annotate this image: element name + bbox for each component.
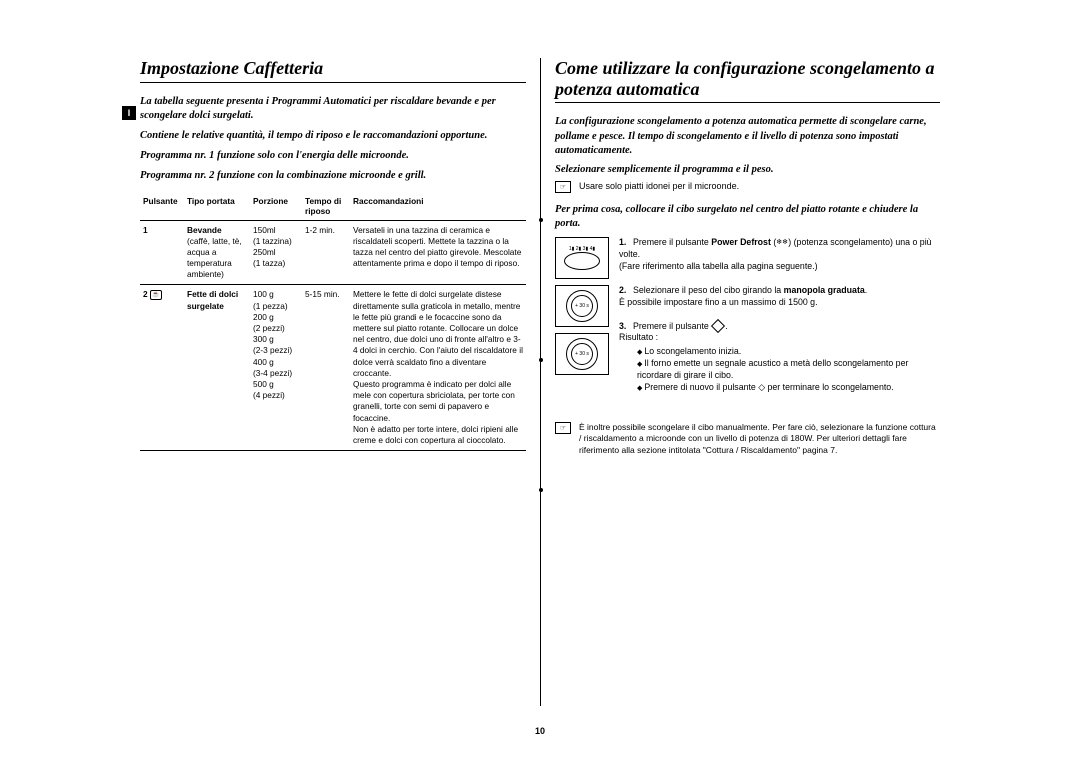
cell-porzione: 150ml(1 tazzina)250ml(1 tazza) [250, 220, 302, 285]
th-tempo: Tempo di riposo [302, 194, 350, 221]
program-table: Pulsante Tipo portata Porzione Tempo di … [140, 194, 526, 452]
left-intro-1: La tabella seguente presenta i Programmi… [140, 95, 526, 123]
cell-racc: Mettere le fette di dolci surgelate dist… [350, 285, 526, 451]
final-note-text: È inoltre possibile scongelare il cibo m… [579, 422, 940, 456]
bullet-item: Premere di nuovo il pulsante ◇ per termi… [637, 382, 940, 394]
left-intro-2: Contiene le relative quantità, il tempo … [140, 129, 526, 143]
final-note: ☞ È inoltre possibile scongelare il cibo… [555, 422, 940, 456]
language-tab: I [122, 106, 136, 120]
cell-pulsante: 2 ☕ [140, 285, 184, 451]
right-intro-1: La configurazione scongelamento a potenz… [555, 115, 940, 158]
table-row: 2 ☕Fette di dolci surgelate100 g(1 pezza… [140, 285, 526, 451]
bullet-item: Il forno emette un segnale acustico a me… [637, 358, 940, 382]
cell-tipo: Fette di dolci surgelate [184, 285, 250, 451]
cell-porzione: 100 g(1 pezza)200 g(2 pezzi)300 g(2-3 pe… [250, 285, 302, 451]
divider-dot [539, 488, 543, 492]
left-intro-3: Programma nr. 1 funzione solo con l'ener… [140, 149, 526, 163]
step-item: 3.Premere il pulsante .Risultato :Lo sco… [619, 321, 940, 394]
th-racc: Raccomandazioni [350, 194, 526, 221]
result-bullets: Lo scongelamento inizia.Il forno emette … [637, 346, 940, 394]
right-title: Come utilizzare la configurazione sconge… [555, 58, 940, 103]
start-icon [711, 319, 725, 333]
defrost-button-icon: 1▮ 2▮ 3▮ 4▮ [555, 237, 609, 279]
left-title: Impostazione Caffetteria [140, 58, 526, 83]
grill-icon: ☕ [150, 290, 162, 300]
step-icons-column: 1▮ 2▮ 3▮ 4▮ + 30 s + 30 s [555, 237, 609, 406]
left-intro-4: Programma nr. 2 funzione con la combinaz… [140, 169, 526, 183]
defrost-icon: ❄❄ [776, 238, 788, 247]
right-column: Come utilizzare la configurazione sconge… [540, 58, 940, 706]
th-porzione: Porzione [250, 194, 302, 221]
bullet-item: Lo scongelamento inizia. [637, 346, 940, 358]
dial-icon: + 30 s [555, 285, 609, 327]
cell-tempo: 1-2 min. [302, 220, 350, 285]
divider-dot [539, 358, 543, 362]
note-row: ☞ Usare solo piatti idonei per il microo… [555, 181, 940, 193]
note-icon: ☞ [555, 422, 571, 434]
page-number: 10 [535, 726, 545, 736]
manual-page: I Impostazione Caffetteria La tabella se… [140, 58, 940, 706]
cell-tempo: 5-15 min. [302, 285, 350, 451]
right-intro-3: Per prima cosa, collocare il cibo surgel… [555, 203, 940, 231]
cell-racc: Versateli in una tazzina di ceramica e r… [350, 220, 526, 285]
start-dial-icon: + 30 s [555, 333, 609, 375]
left-column: I Impostazione Caffetteria La tabella se… [140, 58, 540, 706]
divider-dot [539, 218, 543, 222]
steps-list: 1.Premere il pulsante Power Defrost (❄❄)… [619, 237, 940, 406]
table-row: 1Bevande(caffè, latte, tè, acqua a tempe… [140, 220, 526, 285]
cell-tipo: Bevande(caffè, latte, tè, acqua a temper… [184, 220, 250, 285]
th-tipo: Tipo portata [184, 194, 250, 221]
right-intro-2: Selezionare semplicemente il programma e… [555, 164, 940, 175]
note-icon: ☞ [555, 181, 571, 193]
th-pulsante: Pulsante [140, 194, 184, 221]
steps-block: 1▮ 2▮ 3▮ 4▮ + 30 s + 30 s 1.Premere il p… [555, 237, 940, 406]
step-item: 1.Premere il pulsante Power Defrost (❄❄)… [619, 237, 940, 273]
step-item: 2.Selezionare il peso del cibo girando l… [619, 285, 940, 309]
cell-pulsante: 1 [140, 220, 184, 285]
note-text: Usare solo piatti idonei per il microond… [579, 181, 739, 191]
